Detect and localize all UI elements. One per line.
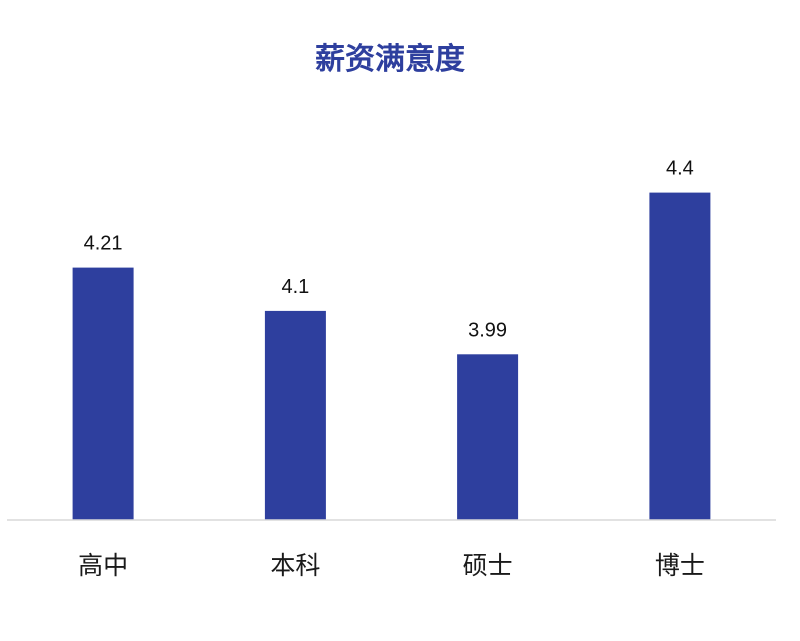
value-label-2: 3.99 [468, 319, 507, 341]
bar-0 [72, 267, 134, 520]
value-label-0: 4.21 [84, 233, 123, 255]
category-labels-group: 高中 本科 硕士 博士 [78, 551, 705, 580]
category-label-3: 博士 [655, 551, 705, 580]
value-label-3: 4.4 [666, 158, 694, 180]
category-label-2: 硕士 [463, 551, 513, 580]
bar-2 [457, 354, 519, 520]
category-label-0: 高中 [78, 551, 128, 580]
bar-1 [264, 310, 326, 520]
category-label-1: 本科 [270, 551, 320, 580]
chart-title: 薪资满意度 [315, 42, 465, 77]
value-label-1: 4.1 [281, 276, 309, 298]
bars-group [72, 192, 711, 520]
value-labels-group: 4.21 4.1 3.99 4.4 [84, 158, 694, 342]
bar-3 [649, 192, 711, 520]
